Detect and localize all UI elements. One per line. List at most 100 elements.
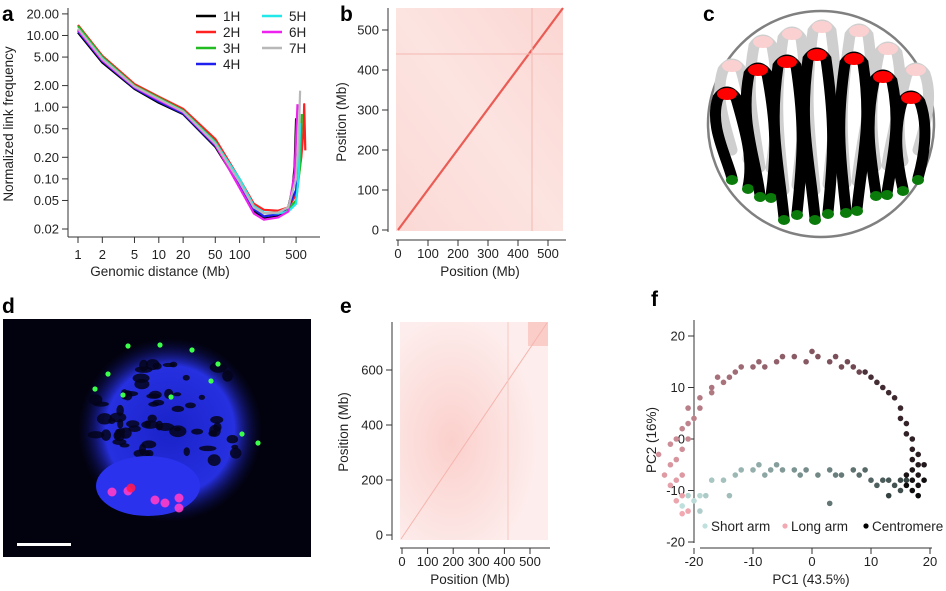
legend-label: 1H xyxy=(223,9,240,24)
scatter-point-long-arm xyxy=(667,441,674,447)
x-tick-label: 5 xyxy=(131,247,138,262)
y-tick-label: 500 xyxy=(357,23,379,38)
centromere-green xyxy=(726,175,738,185)
x-tick-label: 10 xyxy=(152,247,166,262)
panel-label-b: b xyxy=(340,3,353,26)
x-tick-label: 20 xyxy=(176,247,190,262)
legend: Short arm Long arm Centromere xyxy=(702,519,943,534)
y-tick-label: 0.10 xyxy=(34,171,59,186)
nucleus-lobe xyxy=(96,456,200,516)
legend-label: Centromere xyxy=(872,519,943,534)
chromatin-gap xyxy=(226,434,239,444)
y-tick-label: 0.02 xyxy=(34,222,59,237)
scatter-point-long-arm xyxy=(738,364,744,370)
green-signal xyxy=(125,343,131,349)
centromere-green xyxy=(778,215,790,225)
chromatin-gap xyxy=(141,420,159,429)
y-tick-label: 2.00 xyxy=(34,78,59,93)
scatter-point-short-arm xyxy=(868,477,874,484)
fish-signals xyxy=(92,342,261,513)
scatter-point-long-arm xyxy=(815,353,821,360)
scatter-point-long-arm xyxy=(685,436,691,442)
scatter-point-short-arm xyxy=(891,482,898,489)
scatter-point-short-arm xyxy=(897,487,904,494)
series-line-2H xyxy=(77,24,307,212)
scatter-point-centromere xyxy=(903,472,910,478)
centromere-green xyxy=(851,206,863,216)
red-signal xyxy=(126,483,136,493)
scatter-point-centromere xyxy=(915,461,921,468)
x-tick-label: 10 xyxy=(864,554,878,569)
centromere-green xyxy=(791,210,803,220)
telomere-red xyxy=(812,21,832,33)
y-tick-label: 1.00 xyxy=(34,100,59,115)
heatmap-diagonal xyxy=(397,7,564,231)
scatter-point-centromere xyxy=(921,461,927,468)
legend-label: 7H xyxy=(289,41,306,56)
scatter-point-centromere xyxy=(874,379,880,386)
chromatin-gap xyxy=(87,431,105,439)
scatter-point-long-arm xyxy=(697,395,703,401)
telomere-red xyxy=(748,64,768,76)
legend-label: 6H xyxy=(289,25,306,40)
heatmap-diagonal xyxy=(400,322,548,540)
scatter-point-centromere xyxy=(909,446,916,453)
scatter-point-long-arm xyxy=(714,374,721,381)
series-line-6H xyxy=(77,29,299,221)
chromatin-gap xyxy=(171,405,185,413)
telomere-red xyxy=(807,49,827,61)
chromatin-gap xyxy=(198,394,206,400)
scatter-point-centromere xyxy=(915,482,921,489)
scatter-point-long-arm xyxy=(667,482,674,489)
scatter-point-long-arm xyxy=(673,456,680,463)
panel-label-f: f xyxy=(651,288,659,311)
scatter-point-long-arm xyxy=(661,472,668,478)
scatter-point-short-arm xyxy=(732,472,739,478)
telomere-red xyxy=(717,88,737,100)
x-tick-label: 300 xyxy=(468,554,490,569)
green-signal xyxy=(215,361,221,367)
scatter-point-centromere xyxy=(909,456,916,463)
chromatin-gap xyxy=(109,412,127,423)
scatter-point-short-arm xyxy=(862,467,868,473)
x-axis-label: Position (Mb) xyxy=(440,264,520,279)
panel-d-fish-micrograph[interactable] xyxy=(3,319,311,557)
series-line-1H xyxy=(77,31,298,220)
legend-marker xyxy=(702,523,708,529)
x-tick-label: -20 xyxy=(685,554,704,569)
scatter-point-long-arm xyxy=(673,477,680,484)
chromatin-gap xyxy=(182,374,190,381)
scatter-point-long-arm xyxy=(779,353,786,360)
scatter-point-centromere xyxy=(862,369,868,375)
scatter-point-long-arm xyxy=(750,364,756,370)
chromatin-gap xyxy=(162,362,176,368)
y-tick-label: 300 xyxy=(357,103,379,118)
scatter-point-short-arm xyxy=(691,498,697,504)
chromatin-gap xyxy=(231,444,239,450)
panel-e-contact-heatmap: Position (Mb) Position (Mb) 0 100 200 300 40… xyxy=(336,322,550,587)
legend-label: 4H xyxy=(223,57,240,72)
x-tick-label: 50 xyxy=(208,247,222,262)
chromatin-gap xyxy=(152,362,162,370)
scatter-point-short-arm xyxy=(838,472,845,478)
scatter-point-long-arm xyxy=(679,425,685,432)
green-signal xyxy=(189,347,195,353)
y-axis-label: Normalized link frequency xyxy=(1,46,16,202)
scatter-point-centromere xyxy=(909,467,916,473)
scatter-point-short-arm xyxy=(897,477,904,484)
legend-label: 2H xyxy=(223,25,240,40)
legend-label: 5H xyxy=(289,9,306,24)
x-tick-label: 400 xyxy=(507,246,529,261)
heatmap-corner xyxy=(528,322,548,346)
chromatin-gap xyxy=(88,394,103,405)
y-tick-label: 20.00 xyxy=(26,6,59,21)
chromatin-gap xyxy=(126,420,140,428)
green-signal xyxy=(92,386,98,392)
scatter-point-short-arm xyxy=(832,472,839,478)
scatter-point-short-arm xyxy=(703,492,709,499)
scatter-point-long-arm xyxy=(756,358,762,365)
scatter-point-short-arm xyxy=(791,467,798,473)
y-tick-label: 0 xyxy=(376,528,383,543)
scatter-point-long-arm xyxy=(732,369,739,375)
legend-marker xyxy=(863,523,869,529)
